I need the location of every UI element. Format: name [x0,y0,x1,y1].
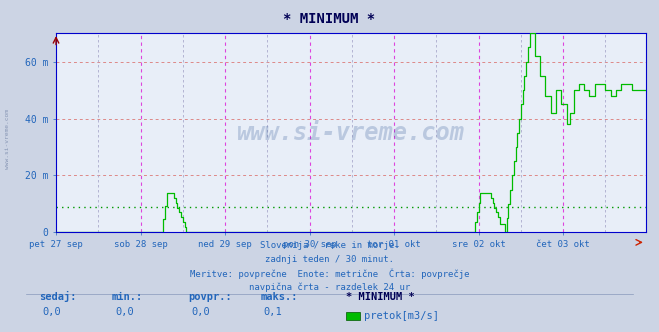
Text: 0,0: 0,0 [191,307,210,317]
Text: 0,1: 0,1 [264,307,282,317]
Text: Slovenija / reke in morje.: Slovenija / reke in morje. [260,241,399,250]
Text: Meritve: povprečne  Enote: metrične  Črta: povprečje: Meritve: povprečne Enote: metrične Črta:… [190,269,469,279]
Text: 0,0: 0,0 [43,307,61,317]
Text: * MINIMUM *: * MINIMUM * [283,12,376,26]
Text: 0,0: 0,0 [115,307,134,317]
Text: sedaj:: sedaj: [40,291,77,302]
Text: pretok[m3/s]: pretok[m3/s] [364,311,440,321]
Text: maks.:: maks.: [260,292,298,302]
Text: zadnji teden / 30 minut.: zadnji teden / 30 minut. [265,255,394,264]
Text: navpična črta - razdelek 24 ur: navpična črta - razdelek 24 ur [249,283,410,292]
Text: www.si-vreme.com: www.si-vreme.com [237,121,465,145]
Text: min.:: min.: [112,292,143,302]
Text: povpr.:: povpr.: [188,292,231,302]
Text: www.si-vreme.com: www.si-vreme.com [5,110,11,169]
Text: * MINIMUM *: * MINIMUM * [346,292,415,302]
